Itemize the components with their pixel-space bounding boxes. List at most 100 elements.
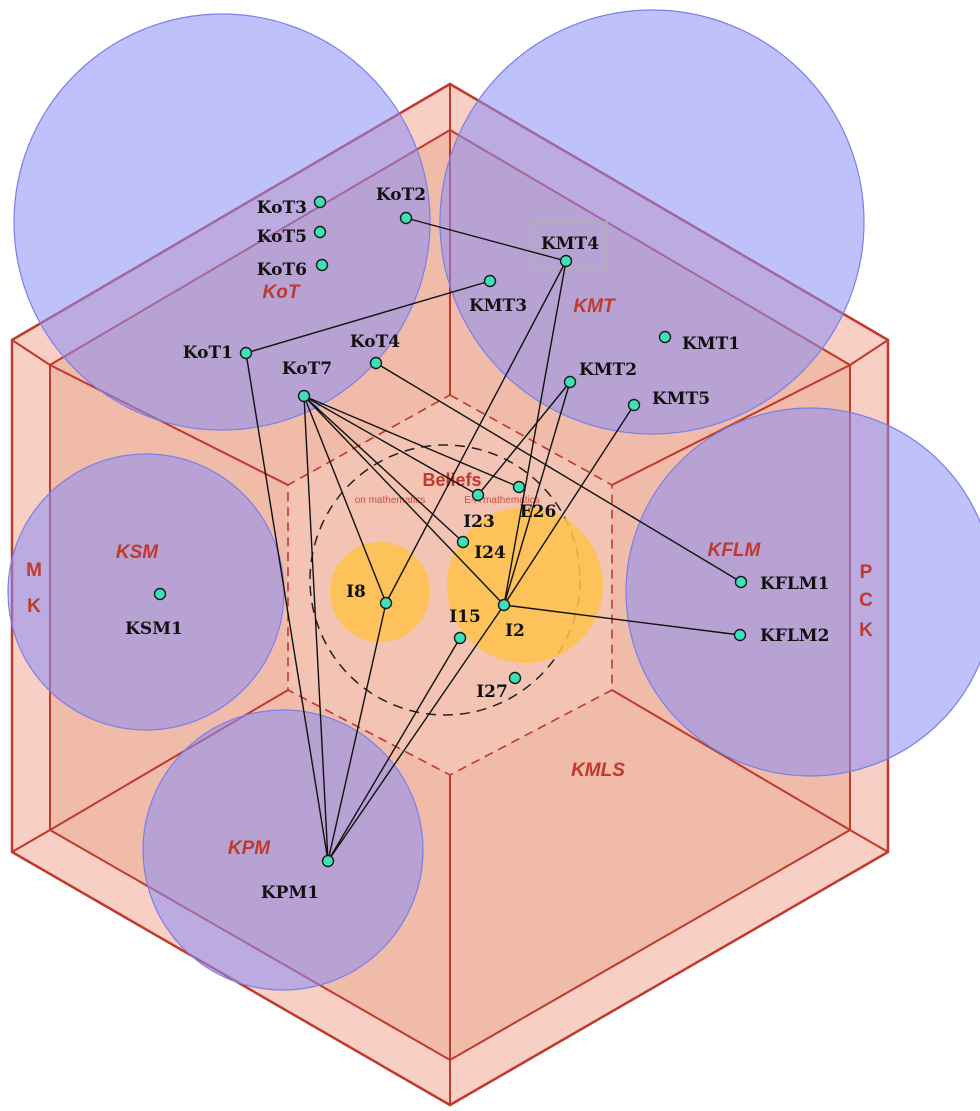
beliefs-left-caption: on mathematics — [355, 495, 426, 506]
node-label-i27: I27 — [476, 682, 508, 702]
node-dot-kmt1[interactable] — [658, 330, 672, 344]
node-kmt2[interactable]: KMT2 — [563, 360, 638, 389]
kmt-circle — [439, 9, 865, 435]
node-dot-kmt2[interactable] — [563, 375, 577, 389]
node-kot5[interactable]: KoT5 — [257, 225, 327, 248]
side-label-pck-k: K — [859, 620, 873, 641]
node-dot-e26[interactable] — [512, 480, 526, 494]
kot-circle — [13, 13, 431, 431]
node-kot1[interactable]: KoT1 — [183, 343, 253, 363]
node-kot2[interactable]: KoT2 — [376, 185, 426, 225]
node-dot-kot7[interactable] — [297, 389, 311, 403]
node-dot-kmt5[interactable] — [627, 398, 641, 412]
link-kot7-i8 — [303, 395, 387, 604]
link-kot7-i2 — [303, 395, 505, 606]
node-dot-i2[interactable] — [497, 598, 511, 612]
node-kot7[interactable]: KoT7 — [282, 359, 332, 403]
link-i2-kflm2 — [503, 604, 741, 636]
node-i2[interactable]: I2 — [497, 598, 525, 642]
link-kot7-i24 — [303, 395, 464, 543]
node-dot-kflm1[interactable] — [734, 575, 748, 589]
connection-lines — [245, 217, 742, 862]
node-label-kpm1: KPM1 — [261, 883, 319, 903]
link-kot7-i23 — [303, 395, 479, 496]
node-dot-i24[interactable] — [456, 535, 470, 549]
node-label-ksm1: KSM1 — [125, 619, 183, 639]
node-dot-i8[interactable] — [379, 596, 393, 610]
node-dot-kot2[interactable] — [399, 211, 413, 225]
link-kot2-kmt4 — [405, 217, 567, 262]
node-kmt4[interactable]: KMT4 — [541, 234, 599, 268]
node-dot-kot3[interactable] — [313, 195, 327, 209]
node-i27[interactable]: I27 — [476, 671, 522, 703]
ksm-circle — [7, 453, 285, 731]
kflm-circle — [625, 407, 980, 777]
node-e26[interactable]: E26 — [512, 480, 557, 523]
region-label-ksm: KSM — [116, 542, 159, 563]
node-kot6[interactable]: KoT6 — [257, 258, 329, 281]
link-kot4-kflm1 — [375, 362, 742, 583]
node-dot-kot5[interactable] — [313, 225, 327, 239]
node-dot-ksm1[interactable] — [153, 587, 167, 601]
node-i8[interactable]: I8 — [346, 582, 393, 610]
node-label-e26: E26 — [520, 502, 557, 522]
node-label-kmt4: KMT4 — [541, 234, 599, 254]
region-label-kflm: KFLM — [708, 540, 762, 561]
node-dot-kot1[interactable] — [239, 346, 253, 360]
node-dot-kot4[interactable] — [369, 356, 383, 370]
region-label-kot: KoT — [263, 282, 301, 303]
node-label-kmt1: KMT1 — [682, 334, 740, 354]
node-dot-kot6[interactable] — [315, 258, 329, 272]
link-kmt4-i8 — [385, 260, 567, 604]
node-dot-i27[interactable] — [508, 671, 522, 685]
node-dot-i23[interactable] — [471, 488, 485, 502]
link-kmt5-i2 — [503, 404, 635, 606]
region-label-kmls: KMLS — [571, 760, 625, 781]
node-label-kot2: KoT2 — [376, 185, 426, 205]
link-kot7-kpm1 — [303, 395, 329, 862]
node-label-kot5: KoT5 — [257, 227, 307, 247]
node-i24[interactable]: I24 — [456, 535, 506, 564]
link-i8-kpm1 — [327, 602, 387, 862]
node-kflm2[interactable]: KFLM2 — [733, 626, 830, 646]
node-kmt3[interactable]: KMT3 — [469, 274, 527, 317]
node-kpm1[interactable]: KPM1 — [261, 854, 335, 904]
node-kmt1[interactable]: KMT1 — [658, 330, 741, 355]
link-kot7-e26 — [303, 395, 520, 488]
node-dot-i15[interactable] — [453, 631, 467, 645]
node-ksm1[interactable]: KSM1 — [125, 587, 183, 640]
node-label-kflm1: KFLM1 — [760, 574, 829, 594]
node-label-kot7: KoT7 — [282, 359, 332, 379]
link-kot1-kmt3 — [245, 280, 491, 354]
link-kmt4-i2 — [503, 260, 567, 606]
kpm-circle — [142, 709, 424, 991]
link-i2-kpm1 — [327, 604, 505, 862]
region-label-kpm: KPM — [228, 838, 271, 859]
node-label-i24: I24 — [474, 543, 506, 563]
node-kflm1[interactable]: KFLM1 — [734, 574, 830, 594]
node-i23[interactable]: I23 — [463, 488, 495, 533]
node-kot3[interactable]: KoT3 — [257, 195, 327, 219]
node-label-kot1: KoT1 — [183, 343, 233, 363]
node-i15[interactable]: I15 — [449, 607, 481, 645]
node-dot-kmt3[interactable] — [483, 274, 497, 288]
link-kot1-kpm1 — [245, 352, 329, 862]
node-label-i23: I23 — [463, 512, 495, 532]
nodes: KoT1 KoT2 KoT3 KoT4 KoT5 KoT6 KoT7 KMT1 KMT2 KMT3… — [125, 185, 829, 903]
node-dot-kflm2[interactable] — [733, 628, 747, 642]
node-kot4[interactable]: KoT4 — [350, 332, 400, 370]
node-kmt5[interactable]: KMT5 — [627, 389, 711, 412]
side-label-pck-c: C — [859, 590, 873, 611]
knowledge-circles — [7, 9, 980, 991]
node-label-i8: I8 — [346, 582, 366, 602]
node-label-kot4: KoT4 — [350, 332, 400, 352]
node-dot-kpm1[interactable] — [321, 854, 335, 868]
node-label-kmt2: KMT2 — [579, 360, 637, 380]
node-dot-kmt4[interactable] — [559, 254, 573, 268]
beliefs-right-caption: E-A mathematics — [464, 495, 540, 506]
link-i15-kpm1 — [327, 637, 461, 862]
node-label-kmt3: KMT3 — [469, 296, 527, 316]
kmt4-highlight-box — [532, 221, 608, 269]
